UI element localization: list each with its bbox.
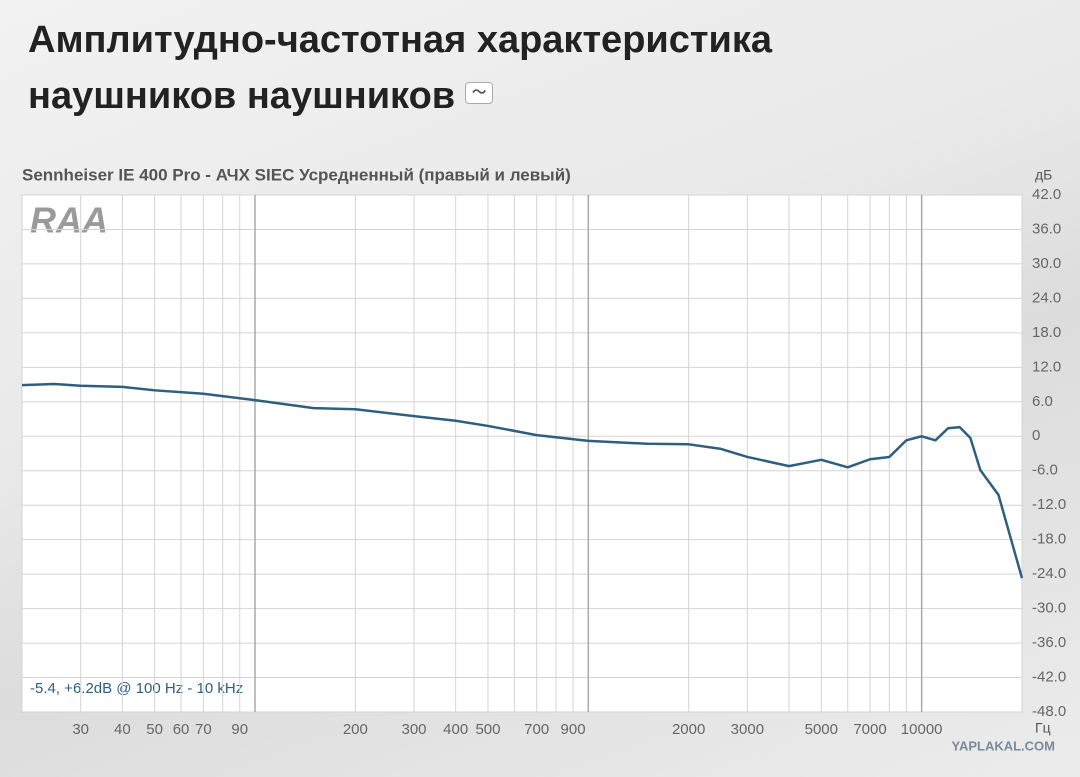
x-tick-label: 10000 <box>901 721 943 738</box>
y-tick-label: -36.0 <box>1032 634 1066 651</box>
y-tick-label: -42.0 <box>1032 669 1066 686</box>
logo: RAA <box>30 200 108 241</box>
x-tick-label: 900 <box>561 721 586 738</box>
x-tick-label: 200 <box>343 721 368 738</box>
y-tick-label: 6.0 <box>1032 393 1053 410</box>
y-tick-label: 12.0 <box>1032 358 1061 375</box>
y-tick-label: 18.0 <box>1032 324 1061 341</box>
x-unit: Гц <box>1035 720 1051 736</box>
x-tick-label: 30 <box>72 721 89 738</box>
x-tick-label: 40 <box>114 721 131 738</box>
y-unit: дБ <box>1035 167 1052 183</box>
heading-line: Амплитудно-частотная характеристика <box>28 19 773 61</box>
heading-line: наушников наушников 〜 <box>28 68 772 124</box>
y-tick-label: 42.0 <box>1032 186 1061 203</box>
y-tick-label: 30.0 <box>1032 255 1061 272</box>
x-tick-label: 2000 <box>672 721 705 738</box>
x-tick-label: 700 <box>524 721 549 738</box>
heading-text: наушников наушников <box>28 75 456 117</box>
x-tick-label: 400 <box>443 721 468 738</box>
x-tick-label: 90 <box>231 721 248 738</box>
y-tick-label: -30.0 <box>1032 600 1066 617</box>
x-tick-label: 3000 <box>731 721 764 738</box>
x-tick-label: 50 <box>146 721 163 738</box>
source: YAPLAKAL.COM <box>951 738 1055 753</box>
y-tick-label: 24.0 <box>1032 289 1061 306</box>
x-tick-label: 5000 <box>805 721 838 738</box>
y-tick-label: -48.0 <box>1032 703 1066 720</box>
y-tick-label: -18.0 <box>1032 531 1066 548</box>
x-tick-label: 300 <box>402 721 427 738</box>
x-tick-label: 7000 <box>853 721 886 738</box>
y-tick-label: -24.0 <box>1032 565 1066 582</box>
y-tick-label: 0 <box>1032 427 1040 444</box>
data-line <box>21 382 1024 579</box>
icon: 〜 <box>465 82 494 104</box>
x-tick-label: 500 <box>475 721 500 738</box>
chart-title: Sennheiser IE 400 Pro - АЧХ SIEC Усредне… <box>22 165 571 184</box>
y-tick-label: 36.0 <box>1032 220 1061 237</box>
y-tick-label: -12.0 <box>1032 496 1066 513</box>
x-tick-label: 60 <box>173 721 190 738</box>
plot-area <box>21 194 1023 713</box>
x-tick-label: 70 <box>195 721 212 738</box>
annotation: -5.4, +6.2dB @ 100 Hz - 10 kHz <box>30 680 243 697</box>
heading: Амплитудно-частотная характеристика науш… <box>28 12 772 124</box>
y-tick-label: -6.0 <box>1032 462 1058 479</box>
